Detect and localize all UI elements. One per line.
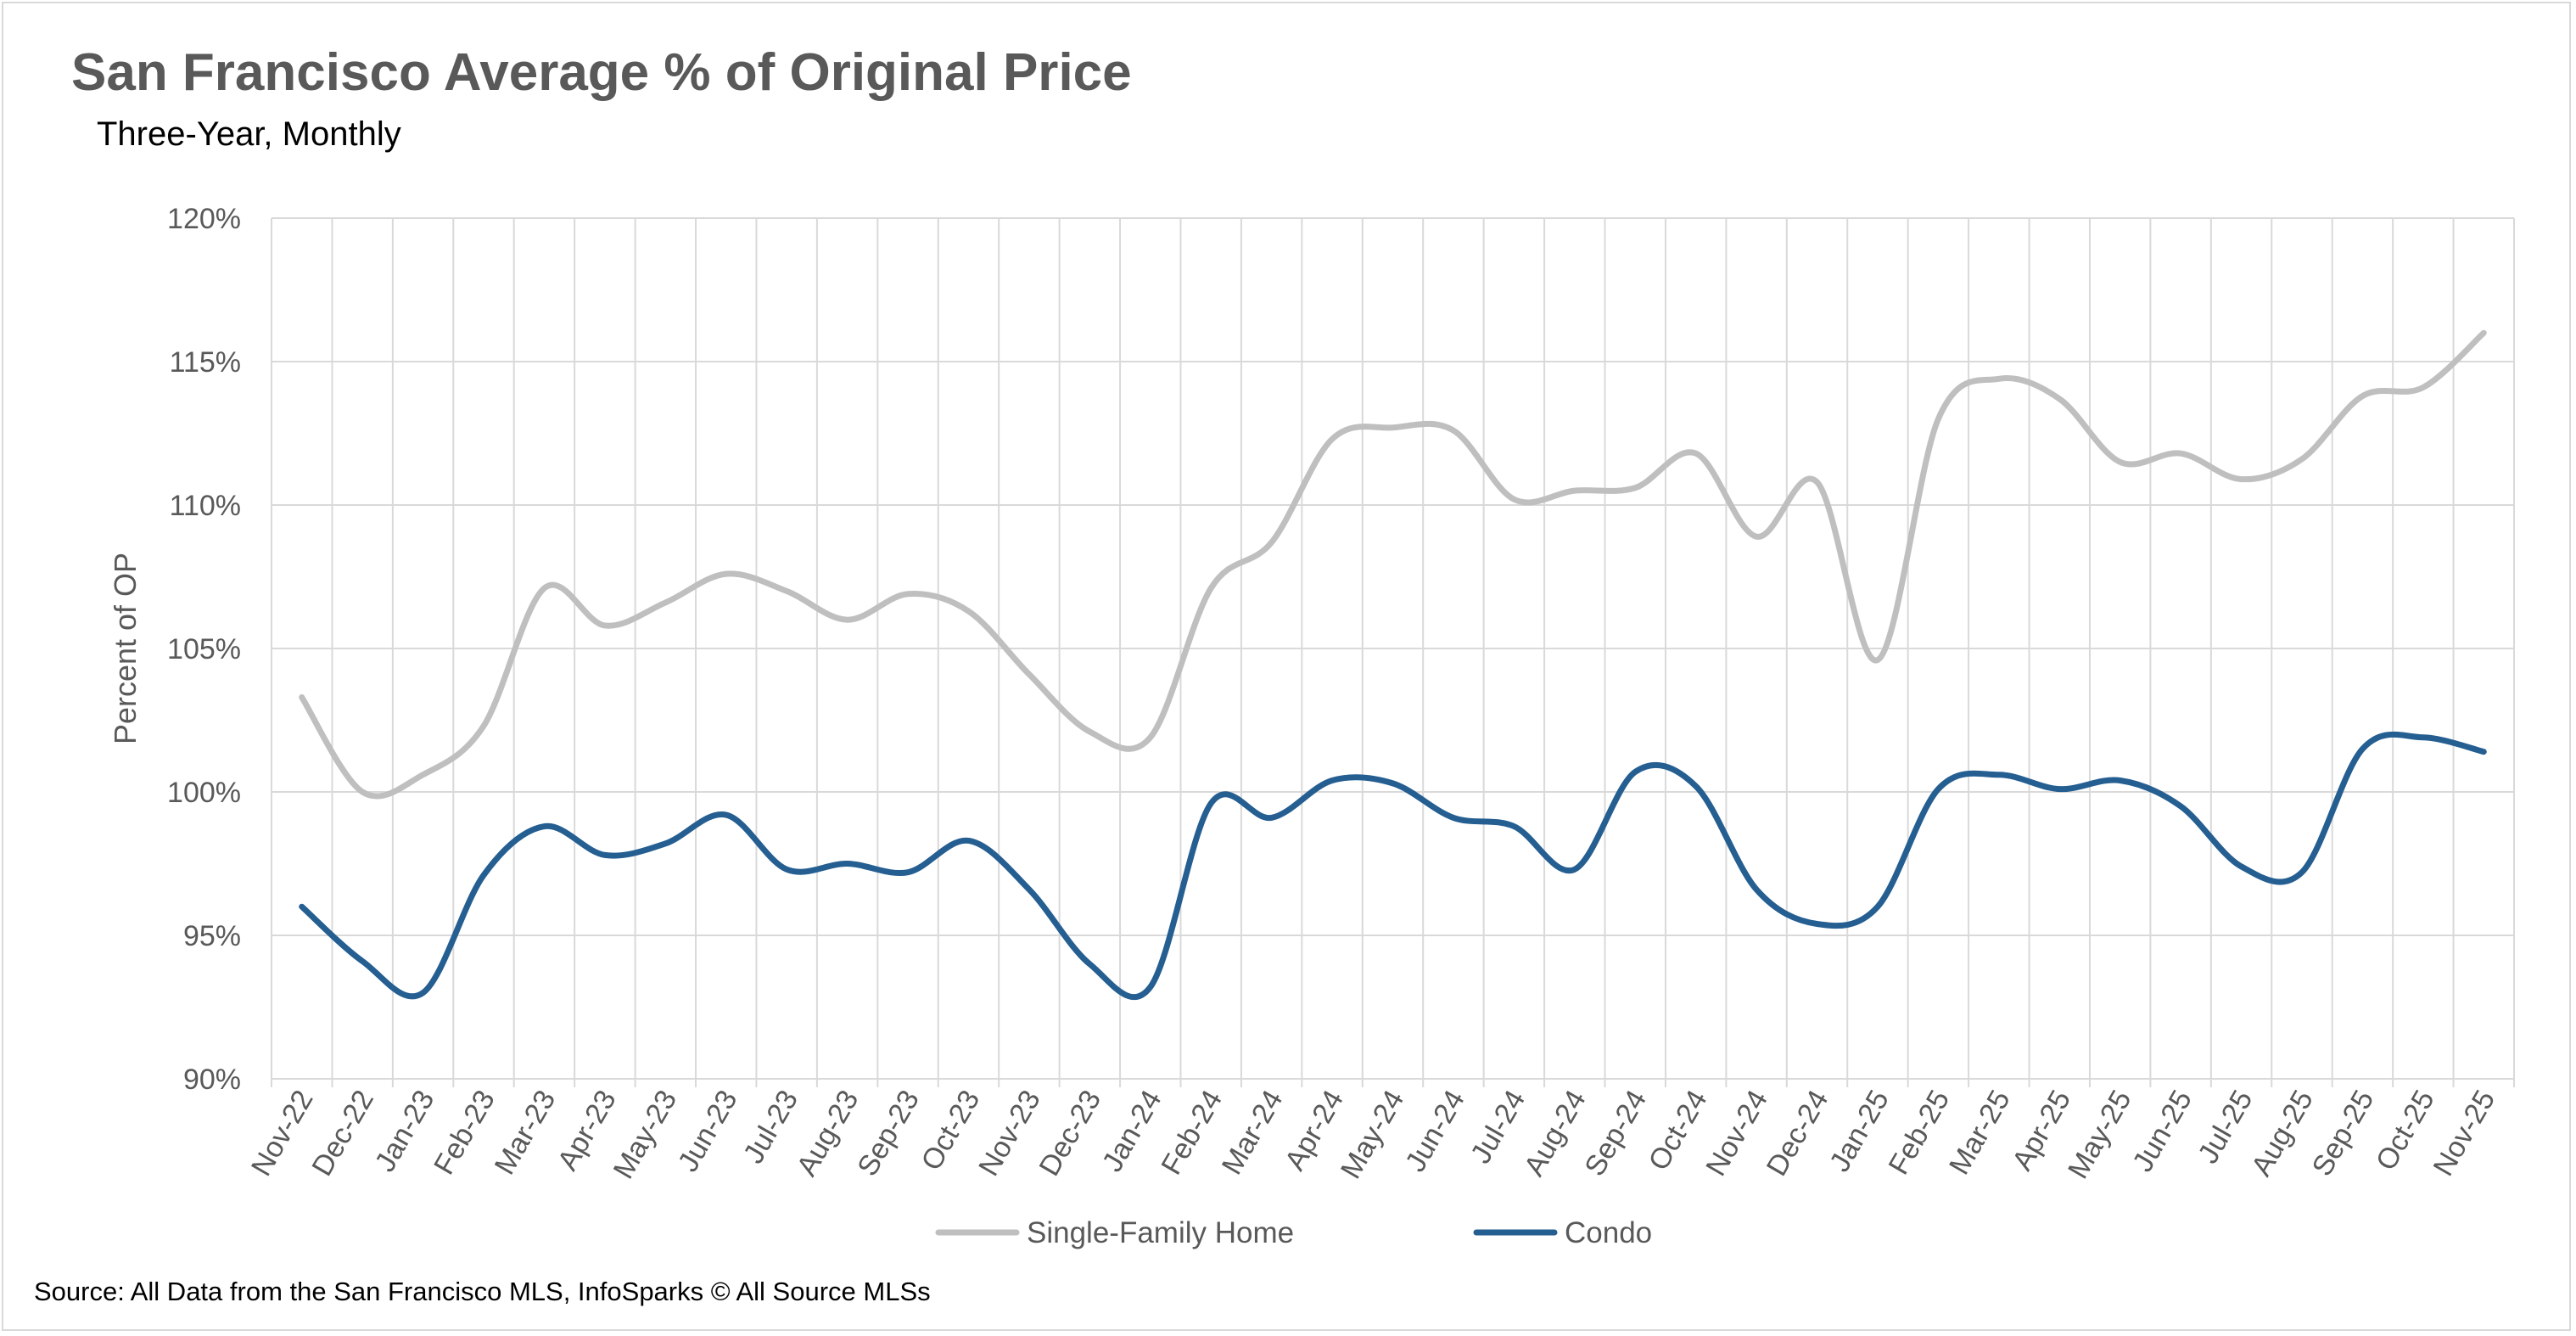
y-tick-label: 95% [183,920,241,952]
x-tick-label: Jul-23 [737,1085,804,1169]
x-tick-label: Sep-23 [851,1085,926,1182]
x-tick-label: Jul-25 [2192,1085,2259,1169]
x-tick-label: Dec-23 [1033,1085,1108,1182]
y-tick-label: 105% [167,633,241,665]
x-tick-label: Jun-23 [672,1085,744,1177]
x-tick-label: Mar-24 [1216,1085,1290,1180]
y-tick-label: 90% [183,1064,241,1096]
x-axis-tick-labels: Nov-22Dec-22Jan-23Feb-23Mar-23Apr-23May-… [245,1085,2501,1184]
x-tick-label: Jun-24 [1399,1085,1471,1177]
x-tick-label: Mar-23 [489,1085,563,1180]
source-note: Source: All Data from the San Francisco … [34,1277,931,1306]
x-tick-label: Mar-25 [1943,1085,2017,1180]
y-axis-label: Percent of OP [108,553,143,744]
x-tick-label: Jun-25 [2126,1085,2198,1177]
single-family-home-line [299,329,2487,800]
legend-label: Condo [1565,1216,1652,1249]
y-tick-label: 110% [170,490,241,522]
chart-title: San Francisco Average % of Original Pric… [71,43,1132,102]
x-tick-label: Sep-25 [2306,1085,2381,1182]
chart-subtitle: Three-Year, Monthly [97,115,401,153]
series-lines [299,329,2487,1001]
y-tick-label: 120% [167,203,241,235]
condo-line [299,731,2487,1001]
x-tick-label: Jul-24 [1464,1085,1532,1169]
y-axis-tick-labels: 90% 95% 100% 105% 110% 115% 120% [167,203,241,1096]
y-tick-label: 115% [170,346,241,379]
vertical-gridlines [271,218,2515,1087]
y-tick-label: 100% [167,777,241,809]
x-tick-label: Nov-25 [2427,1085,2501,1182]
x-tick-label: Sep-24 [1578,1085,1653,1182]
horizontal-gridlines [272,217,2514,1080]
x-tick-label: Dec-22 [305,1085,380,1182]
x-tick-label: Dec-24 [1761,1085,1835,1182]
legend: Single-Family Home Condo [935,1216,1652,1249]
legend-label: Single-Family Home [1027,1216,1294,1249]
